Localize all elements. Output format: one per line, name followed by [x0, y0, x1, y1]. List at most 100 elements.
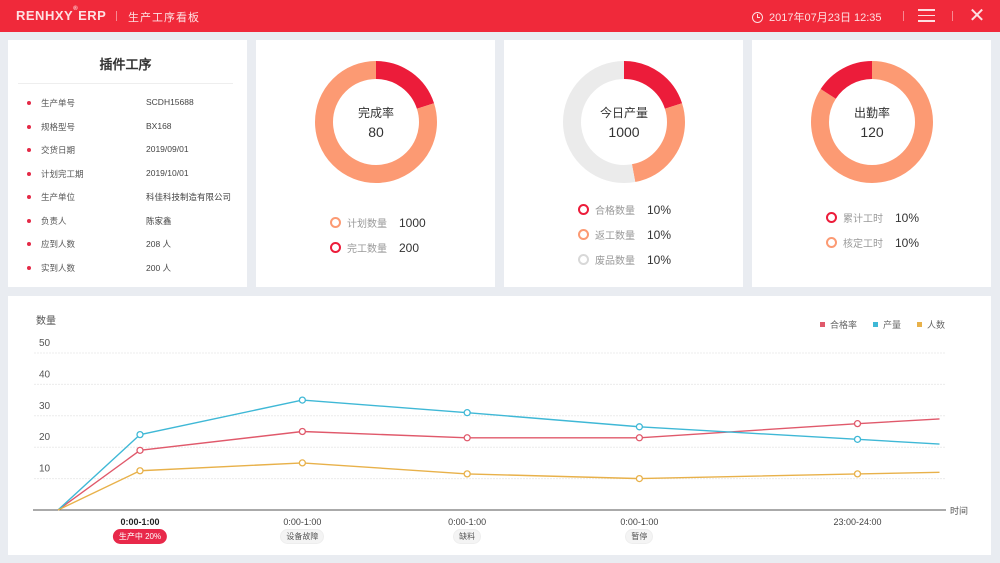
menu-button[interactable] [918, 9, 935, 22]
data-point [298, 427, 307, 436]
close-button[interactable]: ✕ [967, 6, 987, 26]
donut-segment [315, 61, 437, 183]
donut-title: 出勤率 [853, 106, 890, 120]
legend-value: 10% [647, 252, 672, 267]
x-tick-label: 23:00-24:00 [833, 517, 882, 527]
status-badge[interactable]: 暂停 [625, 529, 654, 544]
chart-legend-item[interactable]: 产量 [872, 318, 901, 331]
legend-item: 累计工时 10% [826, 205, 919, 230]
status-badge[interactable]: 生产中 20% [112, 529, 168, 544]
legend-label: 废品数量 [595, 256, 635, 267]
info-label: 生产单号 [41, 98, 76, 108]
donut-value: 1000 [608, 124, 640, 140]
data-point [463, 409, 471, 417]
daily-output-card: 今日产量 1000 合格数量 10% 返工数量 10% 废品数量 10% [504, 40, 743, 287]
bullet-icon [27, 124, 31, 129]
info-row: 实到人数 200 人 [8, 259, 247, 283]
info-value: SCDH15688 [146, 97, 194, 107]
x-axis-title: 时间 [950, 505, 968, 516]
chart-legend-item[interactable]: 合格率 [819, 318, 857, 331]
donut-chart: 完成率 80 [314, 60, 438, 184]
legend-label: 合格率 [829, 320, 857, 330]
info-value: BX168 [146, 120, 172, 131]
logo-text: RENHXY [16, 8, 74, 23]
data-point [635, 423, 644, 431]
process-title: 插件工序 [18, 54, 233, 84]
donut-title: 今日产量 [599, 106, 648, 120]
info-value: 2019/10/01 [146, 167, 189, 178]
data-point [136, 430, 144, 439]
chart-legend: 合格率 产量 人数 [819, 318, 945, 331]
bullet-icon [27, 265, 31, 270]
y-tick-label: 10 [39, 464, 51, 475]
legend-value: 10% [647, 202, 672, 217]
info-row: 生产单号 SCDH15688 [8, 94, 247, 118]
series-line [57, 462, 940, 511]
legend-item: 废品数量 10% [578, 247, 671, 272]
logo: RENHXY®ERP [16, 6, 107, 23]
info-row: 交货日期 2019/09/01 [8, 141, 247, 165]
line-chart-card: 数量 10 20 30 40 50 时间 合格率 产量 人数 0:00-1:00 生产中 20% 0… [8, 296, 991, 555]
info-value: 208 人 [146, 239, 172, 249]
status-badge[interactable]: 设备故障 [280, 529, 325, 544]
ring-icon [578, 204, 589, 215]
top-bar: RENHXY®ERP 生产工序看板 2017年07月23日 12:35 ✕ [0, 0, 1000, 32]
info-row: 生产单位 科佳科技制造有限公司 [8, 188, 247, 212]
info-label: 交货日期 [41, 145, 76, 155]
donut-chart: 今日产量 1000 [562, 60, 686, 184]
legend-value: 10% [647, 227, 672, 242]
data-point [136, 446, 144, 454]
info-row: 规格型号 BX168 [8, 118, 247, 142]
divider [116, 11, 117, 21]
donut-center: 完成率 80 [314, 60, 438, 184]
legend-swatch-icon [872, 322, 878, 327]
donut-legend: 累计工时 10% 核定工时 10% [826, 205, 919, 255]
donut-legend: 计划数量 1000 完工数量 200 [330, 210, 426, 260]
legend-label: 合格数量 [595, 206, 635, 217]
data-point [298, 396, 307, 404]
x-tick-label: 0:00-1:00 [448, 517, 487, 527]
process-info-card: 插件工序 生产单号 SCDH15688 规格型号 BX168 交货日期 2019/09/0… [8, 40, 247, 287]
data-point [635, 474, 644, 483]
status-badge[interactable]: 缺料 [453, 529, 482, 544]
ring-icon [578, 254, 589, 265]
info-label: 规格型号 [41, 121, 76, 132]
donut-center: 出勤率 120 [810, 60, 934, 184]
data-point [298, 459, 307, 467]
info-list: 生产单号 SCDH15688 规格型号 BX168 交货日期 2019/09/01 计划完工… [8, 94, 247, 282]
legend-item: 计划数量 1000 [330, 210, 426, 235]
data-point [463, 470, 471, 478]
line-chart: 数量 10 20 30 40 50 时间 [33, 314, 968, 516]
legend-label: 产量 [882, 320, 901, 330]
ring-icon [330, 242, 341, 253]
info-label: 实到人数 [41, 262, 76, 273]
ring-icon [330, 217, 341, 228]
legend-value: 1000 [399, 215, 426, 230]
legend-swatch-icon [916, 322, 922, 327]
legend-value: 200 [399, 240, 420, 255]
logo-suffix: ERP [78, 8, 107, 23]
legend-label: 返工数量 [595, 231, 635, 242]
y-tick-label: 50 [39, 338, 51, 349]
data-point [853, 435, 862, 444]
x-tick-label: 0:00-1:00 [120, 517, 160, 527]
bullet-icon [27, 101, 31, 105]
legend-value: 10% [895, 235, 920, 250]
donut-chart: 出勤率 120 [810, 60, 934, 184]
bullet-icon [27, 148, 31, 152]
divider [903, 11, 904, 21]
y-tick-label: 40 [39, 369, 51, 380]
legend-label: 核定工时 [843, 239, 883, 250]
legend-value: 10% [895, 210, 920, 225]
ring-icon [578, 229, 589, 240]
data-point [635, 434, 644, 442]
info-label: 计划完工期 [41, 168, 84, 179]
clock-icon [752, 11, 763, 23]
info-row: 负责人 陈家鑫 [8, 212, 247, 236]
x-tick-label: 0:00-1:00 [620, 517, 659, 527]
bullet-icon [27, 171, 31, 176]
data-point [853, 470, 862, 478]
info-row: 计划完工期 2019/10/01 [8, 165, 247, 189]
chart-legend-item[interactable]: 人数 [916, 318, 945, 331]
logo-mark: ® [73, 6, 79, 12]
